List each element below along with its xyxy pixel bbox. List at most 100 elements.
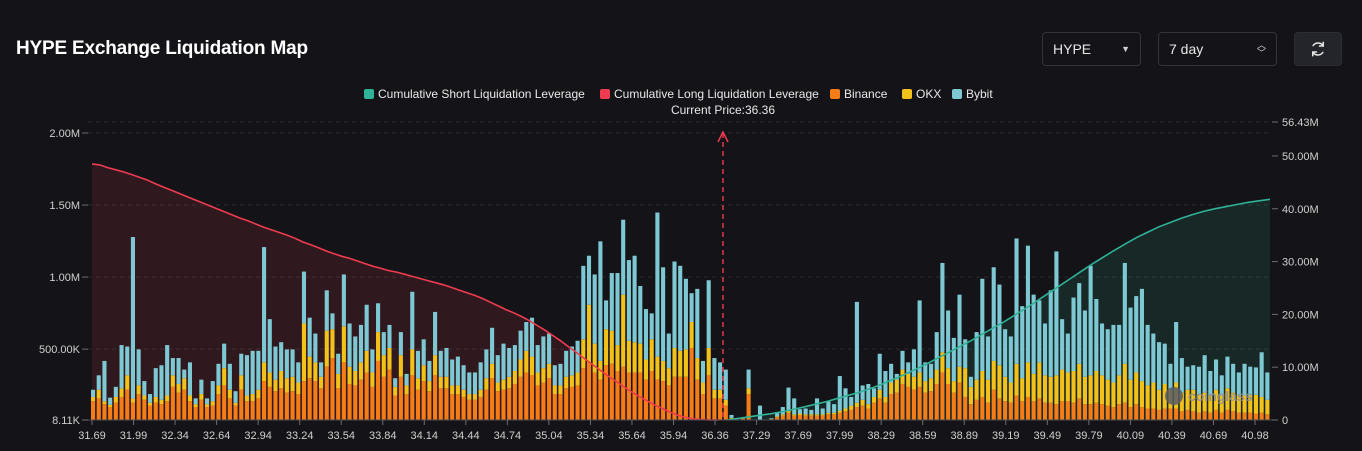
time-range-select[interactable]: 7 day ︿ ﹀ [1158,32,1277,66]
x-tick-label: 34.44 [452,430,480,442]
bar-bybit [746,369,751,389]
bar-bybit [227,363,232,390]
bar-okx [678,350,683,377]
bar-bybit [1134,296,1139,373]
bar-okx [142,395,147,400]
bar-bybit [347,323,352,367]
bar-binance [398,376,403,420]
bar-bybit [860,385,865,400]
bar-bybit [917,300,922,373]
bar-bybit [444,347,449,377]
x-tick-label: 33.54 [327,430,355,442]
bar-binance [108,407,113,420]
bar-bybit [130,237,135,399]
bar-okx [957,366,962,383]
bar-binance [775,417,780,420]
watermark: coinglass [1165,387,1253,405]
x-tick-label: 37.99 [826,430,854,442]
bar-okx [1162,383,1167,409]
bar-binance [222,385,227,420]
bar-okx [199,394,204,400]
bar-bybit [233,391,238,403]
bar-binance [564,388,569,420]
bar-binance [433,375,438,420]
legend-swatch [600,89,610,99]
bar-bybit [1236,372,1241,396]
bar-binance [455,394,460,420]
bar-okx [1071,371,1076,403]
long-cumulative-line [91,163,719,421]
bar-bybit [883,371,888,397]
bar-binance [843,411,848,420]
refresh-button[interactable] [1294,32,1342,66]
bar-bybit [142,381,147,396]
bar-okx [1020,378,1025,402]
legend-swatch [902,89,912,99]
bar-okx [575,372,580,386]
bar-bybit [393,378,398,387]
bar-bybit [809,409,814,415]
bar-okx [917,372,922,387]
bar-binance [586,362,592,420]
bar-binance [615,371,620,420]
bar-okx [444,376,449,389]
x-tick-label: 35.64 [618,430,646,442]
bar-bybit [695,288,700,359]
x-tick-label: 35.34 [577,430,605,442]
bar-binance [1231,411,1236,420]
bar-binance [267,386,272,420]
bar-okx [1208,395,1213,413]
bar-binance [529,375,535,420]
bar-bybit [136,349,141,386]
bar-binance [706,375,711,420]
bar-bybit [615,273,620,346]
bar-binance [797,414,802,420]
bar-binance [940,372,945,420]
bar-bybit [1094,298,1099,372]
bar-okx [564,376,569,389]
bar-bybit [940,262,945,353]
bar-okx [1191,389,1196,412]
bar-okx [387,347,392,370]
bar-binance [678,376,683,420]
bar-okx [780,414,785,416]
bar-okx [1060,369,1065,402]
bar-okx [672,347,677,377]
bar-bybit [1008,336,1013,383]
bar-okx [683,349,688,377]
bar-okx [478,389,483,397]
bar-okx [643,359,649,380]
bar-bybit [718,362,723,390]
bar-binance [210,405,215,420]
bar-bybit [700,360,706,383]
bar-okx [569,375,574,387]
bar-bybit [273,346,278,380]
bar-okx [153,396,158,403]
bar-bybit [757,405,763,420]
bar-binance [1162,408,1167,420]
bar-binance [136,394,141,420]
bar-okx [1236,395,1241,413]
bar-okx [313,362,318,382]
y-right-tick-label: 50.00M [1282,151,1319,163]
bar-okx [176,383,181,393]
bar-okx [792,414,797,416]
bar-okx [1014,363,1019,396]
legend-label: Bybit [966,87,993,101]
bar-binance [490,378,495,420]
bar-binance [740,418,745,420]
bar-bybit [900,350,905,370]
bar-bybit [250,350,255,395]
coin-select[interactable]: HYPE ▼ [1042,32,1141,66]
bar-okx [461,389,466,397]
bar-binance [1214,409,1219,420]
bar-binance [1134,404,1139,420]
bar-okx [632,342,637,373]
bar-okx [324,330,329,367]
y-right-tick-label: 0 [1282,415,1288,427]
bar-bybit [319,362,324,377]
x-tick-label: 39.79 [1075,430,1103,442]
bar-bybit [176,358,181,384]
cumulative-lines [91,163,1271,421]
bar-okx [1196,394,1201,413]
